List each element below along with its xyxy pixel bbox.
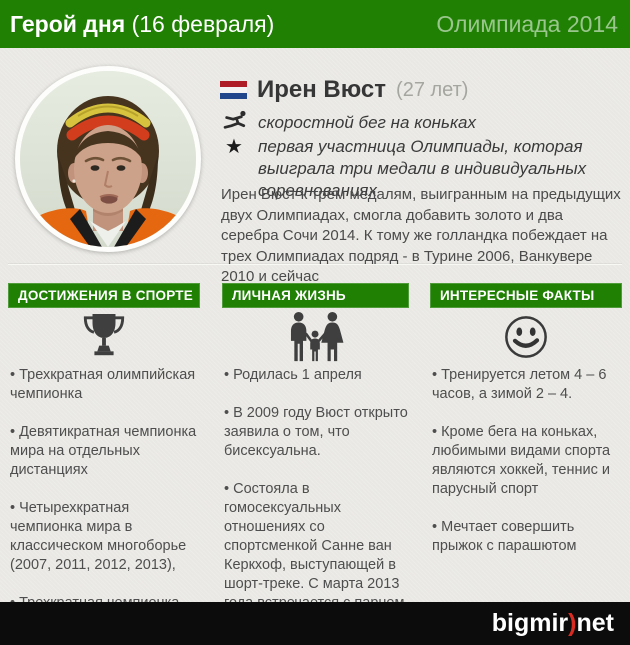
record-fact-row: ★ первая участница Олимпиады, которая вы… bbox=[221, 136, 623, 202]
flag-stripe-red bbox=[220, 81, 247, 87]
column-achievements-header: ДОСТИЖЕНИЯ В СПОРТЕ bbox=[8, 283, 200, 308]
list-item: • Тренируется летом 4 – 6 часов, а зимой… bbox=[432, 367, 607, 402]
athlete-name: Ирен Вюст bbox=[257, 76, 387, 103]
column-interesting-facts-header: ИНТЕРЕСНЫЕ ФАКТЫ bbox=[430, 283, 622, 308]
list-item: • Мечтает совершить прыжок с парашютом bbox=[432, 519, 577, 554]
flag-stripe-blue bbox=[220, 93, 247, 99]
family-icon bbox=[222, 308, 409, 366]
page-title-date: (16 февраля) bbox=[131, 11, 275, 37]
trophy-icon bbox=[8, 308, 200, 366]
sport-fact-row: скоростной бег на коньках bbox=[221, 109, 623, 136]
athlete-age: (27 лет) bbox=[396, 78, 469, 101]
record-fact-text: первая участница Олимпиады, которая выиг… bbox=[258, 137, 587, 200]
flag-stripe-white bbox=[220, 87, 247, 93]
logo-bracket: ) bbox=[568, 609, 577, 637]
list-item: • Трехкратная олимпийская чемпионка bbox=[10, 367, 196, 402]
list-item: • Состояла в гомосексуальных отношениях … bbox=[224, 481, 404, 611]
section-divider bbox=[8, 264, 622, 265]
athlete-name-row: Ирен Вюст (27 лет) bbox=[220, 76, 468, 104]
smiley-icon bbox=[430, 308, 622, 366]
header-bar: Герой дня (16 февраля) Олимпиада 2014 bbox=[0, 0, 630, 48]
sport-fact-text: скоростной бег на коньках bbox=[258, 112, 476, 132]
logo-text-left: bigmir bbox=[491, 609, 569, 637]
summary-paragraph: Ирен Вюст к трем медалям, выигранным на … bbox=[221, 186, 621, 285]
athlete-photo bbox=[15, 66, 201, 252]
bigmir-logo[interactable]: bigmir)net bbox=[492, 602, 614, 645]
netherlands-flag-icon bbox=[220, 81, 247, 99]
list-item: • Девятикратная чемпионка мира на отдель… bbox=[10, 424, 197, 478]
header-event-label: Олимпиада 2014 bbox=[436, 11, 618, 37]
page-title-main: Герой дня bbox=[10, 11, 126, 37]
logo-text-right: net bbox=[576, 609, 615, 637]
personal-life-list: • Родилась 1 апреля • В 2009 году Вюст о… bbox=[222, 366, 409, 613]
column-personal-life: ЛИЧНАЯ ЖИЗНЬ • bbox=[222, 283, 409, 632]
list-item: • Четырехкратная чемпионка мира в класси… bbox=[10, 500, 187, 573]
speed-skater-icon bbox=[221, 109, 247, 136]
column-achievements: ДОСТИЖЕНИЯ В СПОРТЕ • Трехкратная олимпи… bbox=[8, 283, 200, 645]
footer-bar: bigmir)net bbox=[0, 602, 630, 645]
achievements-list: • Трехкратная олимпийская чемпионка • Де… bbox=[8, 366, 200, 632]
page-title: Герой дня (16 февраля) bbox=[10, 0, 274, 48]
column-interesting-facts: ИНТЕРЕСНЫЕ ФАКТЫ • Тренируется летом 4 –… bbox=[430, 283, 622, 575]
athlete-photo-illustration bbox=[20, 71, 196, 247]
list-item: • Родилась 1 апреля bbox=[224, 367, 362, 383]
list-item: • Кроме бега на коньках, любимыми видами… bbox=[432, 424, 611, 497]
list-item: • В 2009 году Вюст открыто заявила о том… bbox=[224, 405, 408, 459]
interesting-facts-list: • Тренируется летом 4 – 6 часов, а зимой… bbox=[430, 366, 622, 556]
column-personal-life-header: ЛИЧНАЯ ЖИЗНЬ bbox=[222, 283, 409, 308]
star-icon: ★ bbox=[225, 136, 243, 158]
